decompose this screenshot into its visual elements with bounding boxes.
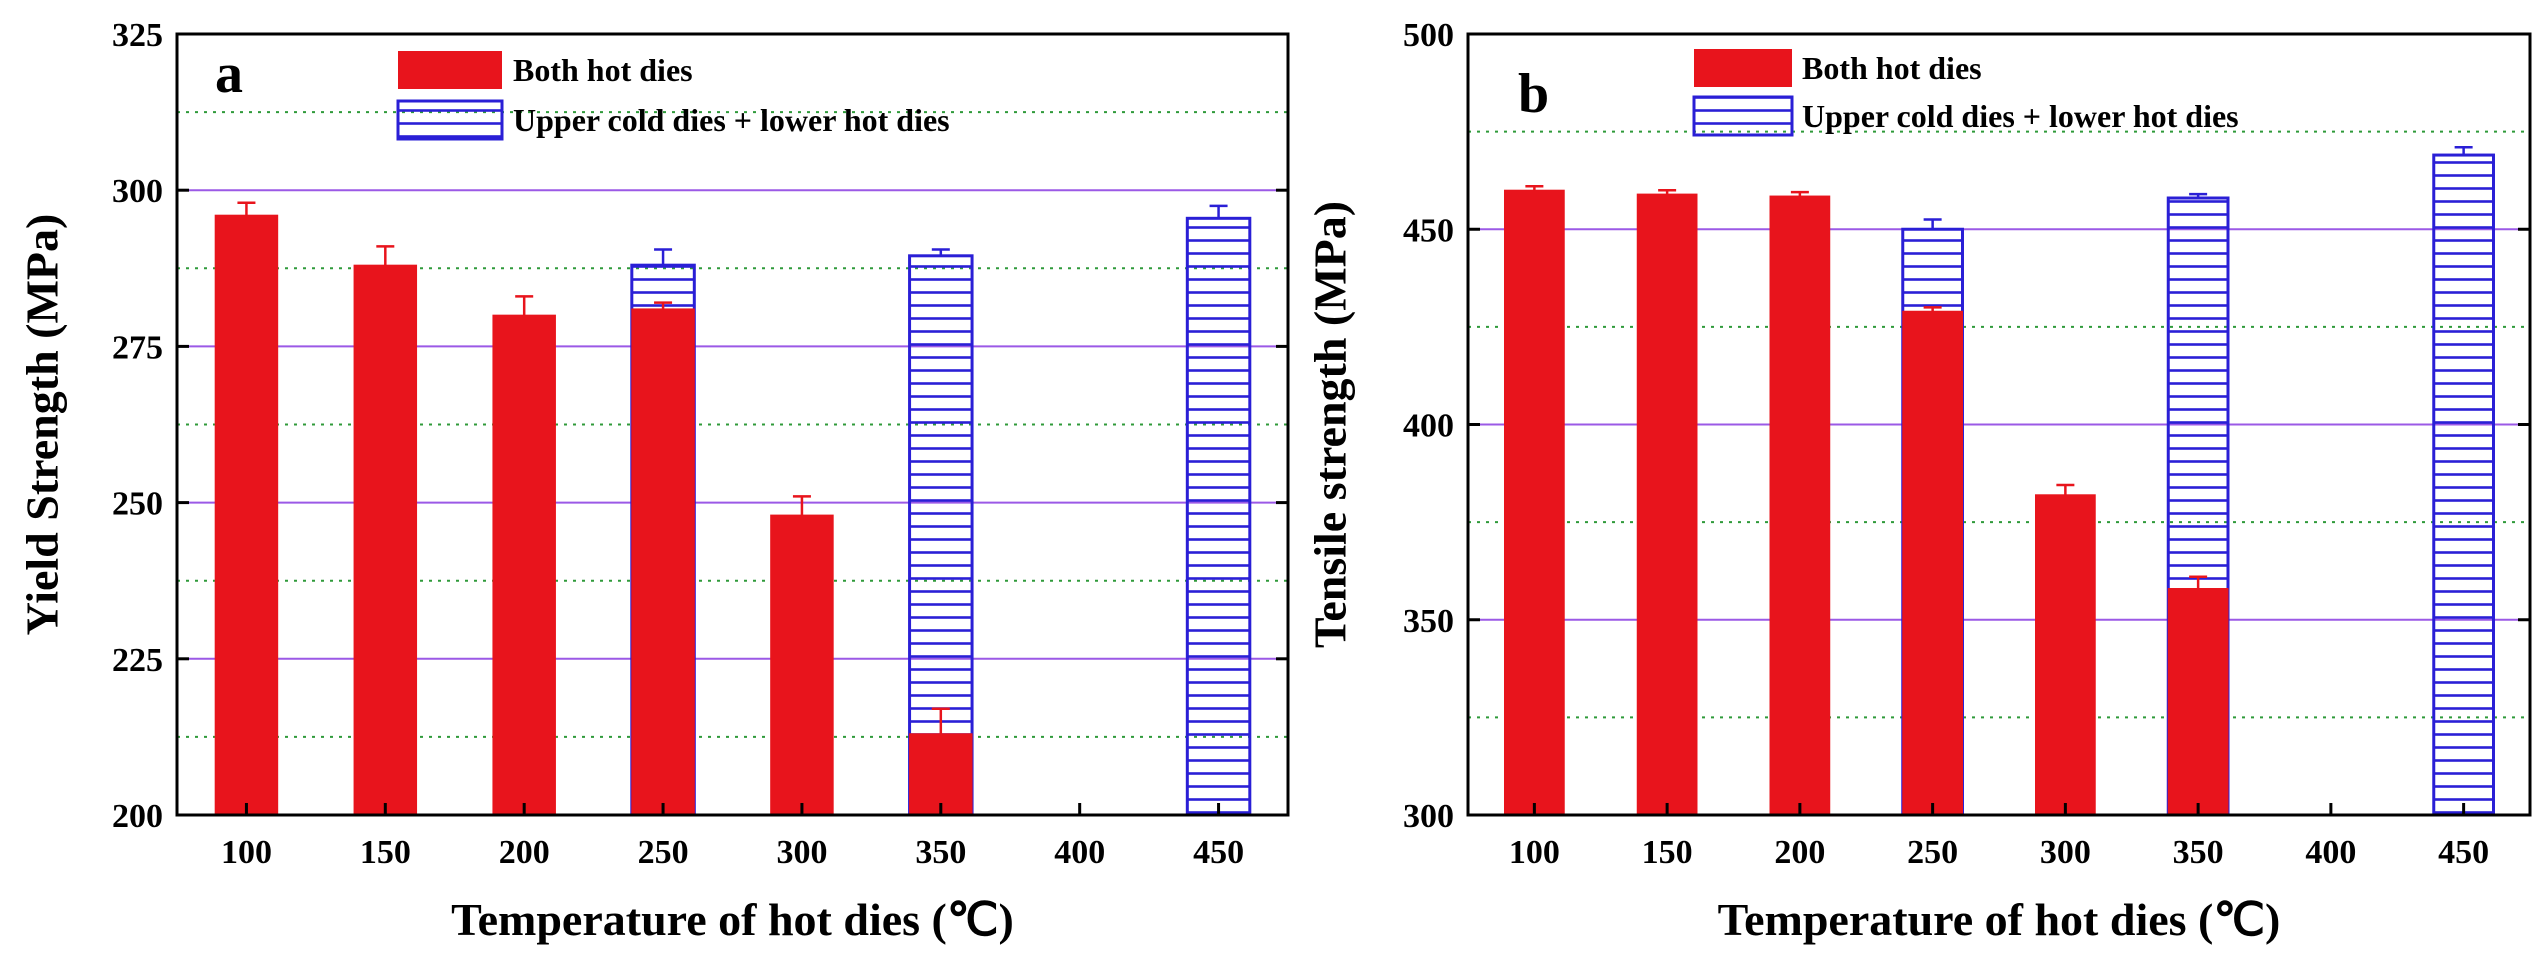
- error-bar-solid-350: [2189, 575, 2208, 589]
- error-bar-hatched-350: [2189, 192, 2208, 199]
- error-bar-solid-300: [792, 495, 811, 516]
- error-bar-solid-200: [1790, 190, 1809, 197]
- error-bar-solid-200: [515, 295, 534, 316]
- error-bar-solid-150: [376, 245, 395, 266]
- bar-solid-150: [1636, 193, 1698, 816]
- error-bar-solid-300: [2056, 483, 2075, 495]
- error-bar-hatched-450: [2454, 145, 2473, 156]
- x-tick-label: 250: [638, 834, 689, 871]
- legend-swatch-solid: [398, 51, 502, 89]
- bar-solid-150: [353, 264, 418, 816]
- legend-label-solid: Both hot dies: [513, 52, 693, 88]
- bar-solid-200: [492, 314, 556, 816]
- plot-background: [177, 34, 1288, 815]
- x-tick-label: 100: [221, 834, 272, 871]
- y-tick-label: 350: [1403, 603, 1454, 640]
- y-tick-label: 250: [112, 486, 163, 523]
- bar-solid-250: [1902, 310, 1963, 816]
- chart-panel-b: 300 350 400 450 500 100 150 200 250 300 350 400 450 T…: [1305, 17, 2532, 945]
- bar-solid-350: [909, 733, 973, 816]
- error-bar-solid-250: [654, 301, 673, 309]
- bar-hatched-450: [1185, 216, 1252, 817]
- panel-letter: b: [1518, 63, 1549, 125]
- legend-swatch-solid: [1694, 49, 1792, 87]
- error-bar-hatched-250: [654, 248, 673, 266]
- y-tick-label: 275: [112, 329, 163, 366]
- legend-label-hatched: Upper cold dies + lower hot dies: [513, 102, 950, 138]
- bar-solid-300: [770, 514, 834, 816]
- bar-solid-200: [1769, 195, 1831, 816]
- x-tick-label: 400: [2305, 834, 2356, 871]
- bar-hatched-450: [2432, 153, 2495, 817]
- y-tick-label: 225: [112, 642, 163, 679]
- error-bar-hatched-350: [931, 248, 950, 256]
- y-tick-label: 200: [112, 798, 163, 835]
- error-bar-solid-150: [1658, 188, 1677, 195]
- error-bar-hatched-250: [1923, 218, 1942, 230]
- y-axis-label: Yield Strength (MPa): [17, 214, 68, 636]
- error-bar-solid-350: [931, 707, 950, 734]
- bar-solid-100: [1504, 189, 1565, 816]
- x-tick-label: 200: [499, 834, 550, 871]
- legend-swatch-hatched: [396, 99, 504, 141]
- chart-panel-a: 200 225 250 275 300 325 100 150 200 250 300 350 400 4…: [17, 17, 1290, 945]
- error-bar-solid-100: [237, 201, 256, 216]
- x-tick-label: 300: [776, 834, 827, 871]
- x-tick-label: 350: [2173, 834, 2224, 871]
- x-tick-label: 150: [1642, 834, 1693, 871]
- x-tick-label: 450: [2438, 834, 2489, 871]
- bar-solid-250: [631, 308, 695, 816]
- legend-swatch-hatched: [1692, 95, 1794, 137]
- plot-frame: [175, 32, 1290, 817]
- bar-solid-300: [2035, 494, 2096, 816]
- x-tick-label: 350: [915, 834, 966, 871]
- y-tick-label: 300: [1403, 798, 1454, 835]
- error-bar-solid-250: [1923, 306, 1942, 312]
- error-bar-solid-100: [1525, 185, 1544, 191]
- bar-solid-350: [2167, 588, 2229, 816]
- x-tick-label: 300: [2040, 834, 2091, 871]
- y-tick-label: 450: [1403, 212, 1454, 249]
- legend: Both hot dies Upper cold dies + lower hot…: [1692, 49, 2239, 137]
- y-tick-label: 300: [112, 173, 163, 210]
- legend-label-hatched: Upper cold dies + lower hot dies: [1802, 98, 2239, 134]
- y-tick-label: 500: [1403, 17, 1454, 54]
- x-axis-label: Temperature of hot dies (℃): [451, 894, 1014, 945]
- y-axis-label: Tensile strength (MPa): [1305, 201, 1356, 648]
- legend: Both hot dies Upper cold dies + lower hot…: [396, 51, 950, 141]
- y-tick-label: 325: [112, 17, 163, 54]
- y-tick-label: 400: [1403, 408, 1454, 445]
- x-tick-label: 450: [1193, 834, 1244, 871]
- x-tick-label: 250: [1907, 834, 1958, 871]
- x-tick-label: 150: [360, 834, 411, 871]
- panel-letter: a: [215, 43, 243, 105]
- x-tick-label: 200: [1774, 834, 1825, 871]
- legend-label-solid: Both hot dies: [1802, 50, 1982, 86]
- bar-solid-100: [214, 214, 279, 816]
- error-bar-hatched-450: [1209, 204, 1228, 219]
- x-tick-label: 400: [1054, 834, 1105, 871]
- x-axis-label: Temperature of hot dies (℃): [1718, 894, 2281, 945]
- x-tick-label: 100: [1509, 834, 1560, 871]
